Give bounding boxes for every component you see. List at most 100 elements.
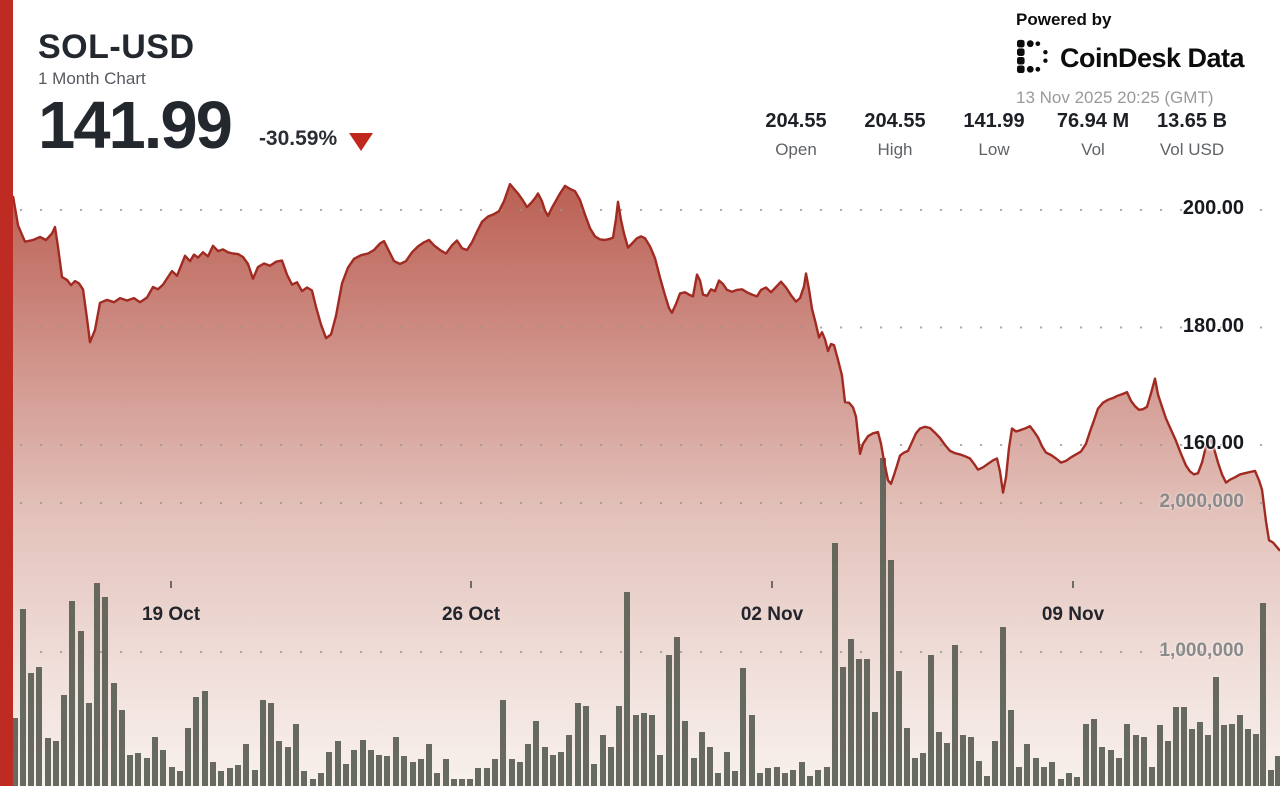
symbol-title: SOL-USD <box>38 28 195 66</box>
volume-bar <box>840 667 846 786</box>
volume-bar <box>624 592 630 786</box>
volume-bar <box>904 728 910 786</box>
volume-bar <box>343 764 349 786</box>
stat-volume: 76.94 M Vol <box>1031 110 1155 160</box>
volume-bar <box>467 779 473 786</box>
current-price-row: 141.99 -30.59% <box>38 88 374 163</box>
volume-bar <box>45 738 51 786</box>
volume-bar <box>1124 724 1130 786</box>
volume-bar <box>591 764 597 786</box>
volume-bar <box>542 747 548 786</box>
price-axis-label: 180.00 <box>1182 315 1244 337</box>
volume-value: 76.94 M <box>1056 110 1130 132</box>
volume-bar <box>832 543 838 786</box>
volume-bar <box>1058 779 1064 786</box>
volume-bar <box>193 697 199 786</box>
volume-bar <box>475 768 481 786</box>
volume-bar <box>1268 770 1274 786</box>
volume-bar <box>152 737 158 786</box>
high-value: 204.55 <box>864 110 926 132</box>
volume-bar <box>443 759 449 786</box>
volume-bar <box>1091 719 1097 786</box>
volume-bar <box>732 771 738 786</box>
volume-bar <box>1173 707 1179 786</box>
volume-bar <box>1205 735 1211 786</box>
left-accent-stripe <box>0 0 13 786</box>
stat-open: 204.55 Open <box>734 110 858 160</box>
date-tick-mark <box>1072 581 1074 588</box>
chart-header: SOL-USD 1 Month Chart <box>38 28 195 89</box>
volume-bar <box>1237 715 1243 786</box>
stat-low: 141.99 Low <box>932 110 1056 160</box>
volume-bar <box>492 759 498 786</box>
volume-bar <box>583 706 589 786</box>
volume-bar <box>992 741 998 786</box>
volume-bar <box>1189 729 1195 786</box>
volume-bar <box>782 773 788 786</box>
price-change-percent: -30.59% <box>258 127 338 150</box>
volume-bar <box>135 753 141 786</box>
volume-bar <box>715 773 721 786</box>
volume-bar <box>1008 710 1014 786</box>
volume-bar <box>360 740 366 786</box>
volume-bar <box>61 695 67 786</box>
volume-bar <box>1000 627 1006 786</box>
volume-bar <box>824 767 830 786</box>
volume-bar <box>1116 758 1122 786</box>
low-value: 141.99 <box>963 110 1025 132</box>
volume-bar <box>426 744 432 786</box>
volume-bar <box>575 703 581 786</box>
volume-bar <box>434 773 440 786</box>
stat-volume-usd: 13.65 B Vol USD <box>1130 110 1254 160</box>
powered-by-label: Powered by <box>1016 10 1112 29</box>
volume-bar <box>335 741 341 786</box>
volume-bar <box>500 700 506 786</box>
volume-bar <box>799 762 805 786</box>
volume-bar <box>674 637 680 786</box>
date-axis-label: 19 Oct <box>141 604 201 625</box>
volume-bar <box>944 743 950 786</box>
volume-bar <box>235 765 241 786</box>
volume-bar <box>1165 741 1171 786</box>
price-axis-label: 160.00 <box>1182 432 1244 454</box>
volume-bar <box>856 659 862 786</box>
volume-bar <box>1213 677 1219 786</box>
volume-bar <box>351 750 357 786</box>
volume-bar <box>86 703 92 786</box>
volume-bar <box>1197 722 1203 786</box>
open-value: 204.55 <box>765 110 827 132</box>
volume-bar <box>160 750 166 786</box>
volume-bar <box>790 770 796 786</box>
volume-bar <box>210 762 216 786</box>
volume-bar <box>509 759 515 786</box>
volume-bar <box>608 747 614 786</box>
volume-bar <box>227 768 233 786</box>
volume-axis-label: 2,000,000 <box>1159 491 1244 512</box>
volume-bar <box>1133 735 1139 786</box>
volume-bars <box>12 458 1280 786</box>
volume-bar <box>459 779 465 786</box>
volume-bar <box>418 759 424 786</box>
volume-bar <box>641 713 647 786</box>
volume-bar <box>912 758 918 786</box>
volume-bar <box>699 732 705 786</box>
volume-bar <box>691 758 697 786</box>
low-label: Low <box>978 140 1010 159</box>
volume-bar <box>1083 724 1089 786</box>
current-price: 141.99 <box>38 88 233 163</box>
volume-bar <box>1181 707 1187 786</box>
volume-bar <box>252 770 258 786</box>
volume-bar <box>69 601 75 786</box>
volume-bar <box>1108 750 1114 786</box>
volume-bar <box>566 735 572 786</box>
volume-usd-label: Vol USD <box>1159 140 1225 159</box>
volume-bar <box>558 752 564 786</box>
volume-bar <box>1066 773 1072 786</box>
volume-bar <box>616 706 622 786</box>
volume-bar <box>807 776 813 786</box>
volume-bar <box>848 639 854 786</box>
volume-bar <box>36 667 42 786</box>
volume-bar <box>451 779 457 786</box>
